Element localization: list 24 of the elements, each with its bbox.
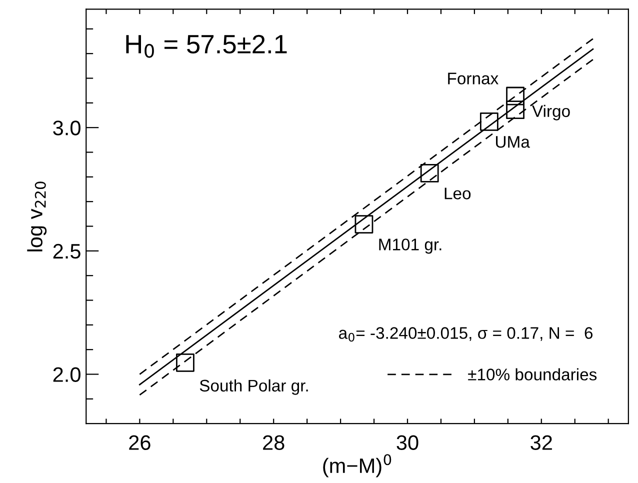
x-tick-label: 28 — [263, 435, 284, 450]
point — [480, 112, 498, 131]
point — [354, 215, 374, 234]
x-axis-title: (m−M)$^{0}$ — [323, 454, 392, 478]
point — [506, 100, 524, 120]
y-axis-title: log v$_{220}$ — [27, 182, 47, 252]
x-tick-label: 30 — [396, 435, 418, 450]
point — [506, 86, 524, 106]
legend-label: ±10% boundaries — [468, 368, 597, 380]
point — [176, 353, 194, 372]
annotation: Virgo — [532, 104, 570, 120]
annotation: UMa — [496, 136, 530, 148]
y-tick-label: 2.0 — [53, 367, 80, 382]
annotation: M101 gr. — [379, 238, 442, 254]
x-tick-label: 32 — [530, 435, 552, 450]
x-tick-label: 26 — [129, 435, 150, 450]
y-tick-label: 3.0 — [53, 120, 80, 136]
annotation: Fornax — [448, 72, 498, 84]
y-tick-label: 2.5 — [53, 244, 80, 259]
annotation: South Polar gr. — [200, 379, 308, 395]
annotation: a$_{0}$= -3.240±0.015, σ = 0.17, N = 6 — [339, 327, 593, 342]
annotation: Leo — [444, 188, 471, 200]
annotation: H$_{0}$ = 57.5±2.1 — [126, 34, 287, 58]
point — [420, 164, 439, 182]
